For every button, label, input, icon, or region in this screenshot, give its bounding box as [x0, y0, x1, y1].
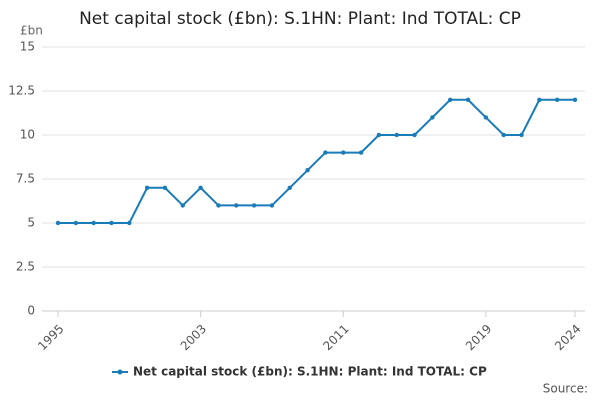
point	[501, 132, 506, 138]
point	[127, 220, 132, 226]
y-tick-label: 5	[27, 216, 35, 230]
point	[216, 203, 221, 208]
chart-title: Net capital stock (£bn): S.1HN: Plant: I…	[79, 9, 521, 29]
point	[91, 220, 96, 226]
point	[341, 150, 346, 155]
point	[109, 220, 114, 226]
point	[376, 132, 382, 138]
y-tick-label: 12.5	[8, 84, 35, 98]
point	[198, 185, 203, 190]
point	[269, 203, 275, 208]
point	[465, 97, 471, 103]
point	[572, 97, 578, 103]
x-tick-label: 2019	[463, 322, 494, 353]
x-tick-label: 2003	[178, 322, 209, 353]
point	[394, 132, 399, 138]
x-tick-label: 2024	[552, 322, 583, 353]
point	[430, 115, 435, 120]
x-tick-label: 1995	[35, 322, 66, 353]
point	[287, 185, 292, 190]
point	[55, 220, 61, 226]
point	[448, 97, 453, 103]
y-tick-label: 0	[27, 304, 35, 318]
x-tick-label: 2011	[320, 322, 351, 353]
point	[305, 168, 310, 173]
y-tick-label: 2.5	[16, 260, 35, 274]
legend-label: Net capital stock (£bn): S.1HN: Plant: I…	[133, 365, 487, 379]
point	[483, 115, 489, 120]
point	[554, 97, 560, 103]
series-line	[58, 98, 575, 224]
point	[234, 203, 239, 208]
point	[323, 150, 328, 155]
y-unit: £bn	[20, 24, 43, 38]
point	[144, 185, 150, 190]
point	[162, 185, 168, 190]
y-tick-label: 10	[20, 128, 35, 142]
point	[537, 97, 542, 103]
point	[358, 150, 364, 155]
point	[251, 203, 257, 208]
point	[180, 203, 185, 208]
point	[73, 220, 79, 226]
legend-marker	[117, 369, 123, 375]
y-tick-label: 15	[20, 40, 35, 54]
point	[412, 132, 417, 138]
point	[519, 132, 524, 138]
source: Source:	[543, 382, 588, 396]
y-tick-label: 7.5	[16, 172, 35, 186]
